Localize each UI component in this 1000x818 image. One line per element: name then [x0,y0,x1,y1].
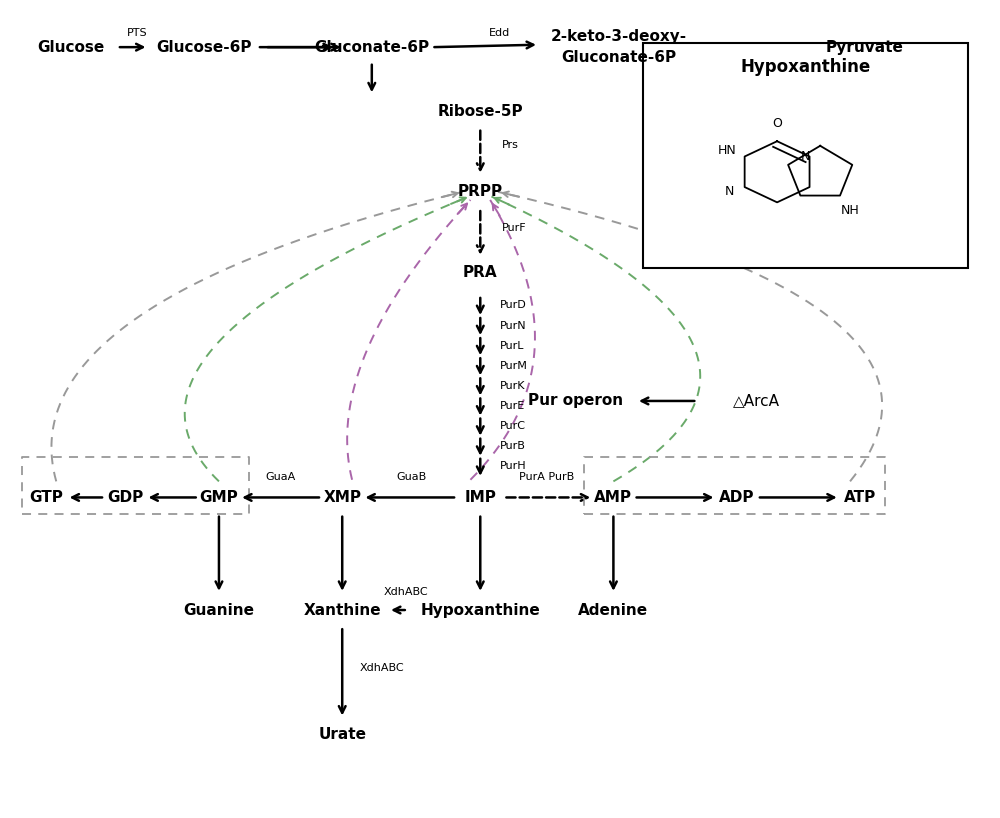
FancyArrowPatch shape [610,516,617,588]
Text: Pur operon: Pur operon [528,393,623,408]
FancyArrowPatch shape [477,459,484,473]
FancyArrowPatch shape [339,516,346,588]
Text: Hypoxanthine: Hypoxanthine [741,58,871,76]
Text: Guanine: Guanine [183,603,254,618]
Text: 2-keto-3-deoxy-: 2-keto-3-deoxy- [550,29,686,44]
FancyArrowPatch shape [506,494,588,501]
Text: Glucose-6P: Glucose-6P [156,39,252,55]
Text: PurB: PurB [500,441,526,452]
Text: PurM: PurM [500,361,528,371]
FancyArrowPatch shape [368,65,375,90]
Text: HN: HN [718,144,736,156]
Text: Glucose: Glucose [37,39,105,55]
Text: XdhABC: XdhABC [384,587,429,597]
Text: PurL: PurL [500,340,524,351]
FancyArrowPatch shape [477,398,484,413]
FancyArrowPatch shape [394,607,405,614]
Text: PurC: PurC [500,421,526,431]
Text: PurK: PurK [500,381,526,391]
Text: O: O [772,117,782,130]
FancyArrowPatch shape [339,629,346,712]
FancyArrowPatch shape [642,398,694,404]
FancyArrowPatch shape [245,494,319,501]
FancyArrowPatch shape [216,516,222,588]
Text: Gluconate-6P: Gluconate-6P [314,39,429,55]
Text: ADP: ADP [719,490,754,505]
Text: XdhABC: XdhABC [360,663,405,673]
Text: GMP: GMP [200,490,238,505]
Text: GDP: GDP [107,490,143,505]
FancyArrowPatch shape [477,516,484,588]
FancyArrowPatch shape [477,378,484,393]
Text: Edd: Edd [489,28,511,38]
Text: N: N [801,151,811,164]
Text: GTP: GTP [29,490,63,505]
Text: Pyruvate: Pyruvate [826,39,904,55]
FancyArrowPatch shape [151,494,196,501]
FancyArrowPatch shape [434,42,533,48]
Text: Adenine: Adenine [578,603,648,618]
Text: PurN: PurN [500,321,527,330]
Text: ATP: ATP [844,490,876,505]
FancyArrowPatch shape [72,494,102,501]
FancyArrowPatch shape [268,44,338,51]
Text: GuaA: GuaA [265,472,296,483]
Text: XMP: XMP [323,490,361,505]
Text: Ribose-5P: Ribose-5P [437,104,523,119]
Text: PurD: PurD [500,300,527,311]
Text: Prs: Prs [502,140,519,151]
FancyArrowPatch shape [477,419,484,433]
FancyArrowPatch shape [477,338,484,353]
Text: N: N [725,185,735,198]
FancyArrowPatch shape [368,494,454,501]
FancyArrowPatch shape [477,438,484,453]
FancyArrowPatch shape [477,298,484,312]
Text: PRPP: PRPP [458,184,503,200]
FancyArrowPatch shape [477,131,484,170]
FancyArrowPatch shape [477,358,484,373]
Text: NH: NH [840,204,859,217]
Text: △ArcA: △ArcA [733,393,780,408]
Text: PurE: PurE [500,401,525,411]
FancyArrowPatch shape [260,44,330,51]
FancyArrowPatch shape [760,494,834,501]
FancyArrowPatch shape [477,318,484,332]
Text: Gluconate-6P: Gluconate-6P [561,50,676,65]
FancyBboxPatch shape [643,43,968,268]
Text: PurH: PurH [500,461,527,471]
Text: PurA PurB: PurA PurB [519,472,574,483]
Text: Xanthine: Xanthine [303,603,381,618]
FancyArrowPatch shape [120,44,143,51]
FancyArrowPatch shape [636,494,711,501]
Text: AMP: AMP [594,490,632,505]
Text: PTS: PTS [127,28,148,38]
Text: PRA: PRA [463,265,498,280]
Text: Hypoxanthine: Hypoxanthine [420,603,540,618]
Text: IMP: IMP [464,490,496,505]
FancyArrowPatch shape [701,44,813,51]
Text: PurF: PurF [502,223,527,233]
FancyArrowPatch shape [477,211,484,252]
Text: GuaB: GuaB [396,472,426,483]
Text: Urate: Urate [318,727,366,742]
